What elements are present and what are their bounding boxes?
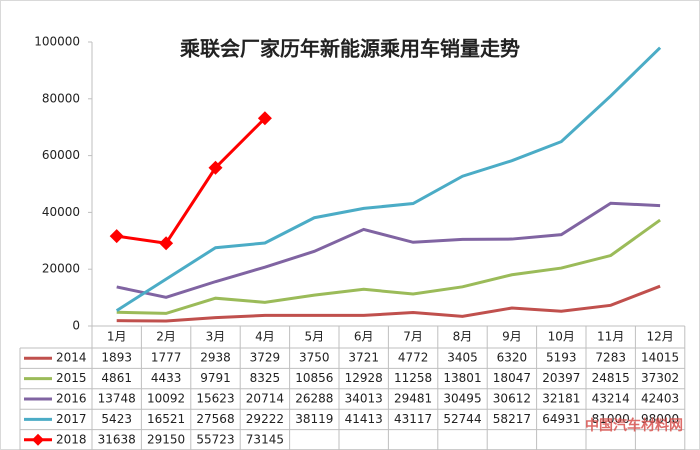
table-value: 3405 bbox=[447, 351, 478, 365]
table-value: 30495 bbox=[443, 392, 481, 406]
table-value: 16521 bbox=[147, 412, 185, 426]
legend-label: 2018 bbox=[56, 432, 87, 446]
table-value: 13801 bbox=[443, 371, 481, 385]
legend-marker bbox=[32, 433, 44, 446]
y-tick-label: 40000 bbox=[42, 205, 80, 219]
table-value: 52744 bbox=[443, 412, 481, 426]
legend-label: 2017 bbox=[56, 412, 87, 426]
y-tick-label: 100000 bbox=[34, 35, 80, 49]
series-line bbox=[116, 201, 661, 299]
table-value: 3729 bbox=[250, 351, 281, 365]
x-tick-label: 8月 bbox=[453, 330, 473, 344]
chart-title: 乘联会厂家历年新能源乘用车销量走势 bbox=[179, 37, 520, 61]
table-value: 20397 bbox=[542, 371, 580, 385]
y-tick-label: 0 bbox=[72, 319, 80, 333]
table-value: 10856 bbox=[295, 371, 333, 385]
y-tick-label: 20000 bbox=[42, 262, 80, 276]
table-value: 1777 bbox=[151, 351, 182, 365]
table-value: 81000 bbox=[592, 412, 630, 426]
legend-label: 2015 bbox=[56, 371, 87, 385]
table-value: 11258 bbox=[394, 371, 432, 385]
table-value: 29222 bbox=[246, 412, 284, 426]
table-value: 4433 bbox=[151, 371, 182, 385]
watermark: 中国汽车材料网 bbox=[585, 417, 683, 434]
x-tick-label: 6月 bbox=[354, 330, 374, 344]
table-value: 5193 bbox=[546, 351, 577, 365]
y-tick-label: 60000 bbox=[42, 148, 80, 162]
table-value: 24815 bbox=[592, 371, 630, 385]
legend-label: 2014 bbox=[56, 351, 87, 365]
table-value: 43117 bbox=[394, 412, 432, 426]
table-value: 5423 bbox=[101, 412, 132, 426]
table-value: 18047 bbox=[493, 371, 531, 385]
marker bbox=[257, 111, 272, 126]
table-value: 43214 bbox=[592, 392, 630, 406]
table-value: 3750 bbox=[299, 351, 330, 365]
x-tick-label: 1月 bbox=[107, 330, 127, 344]
table-value: 73145 bbox=[246, 432, 284, 446]
table-value: 15623 bbox=[196, 392, 234, 406]
table-value: 42403 bbox=[641, 392, 679, 406]
table-value: 20714 bbox=[246, 392, 284, 406]
table-value: 55723 bbox=[196, 432, 234, 446]
x-tick-label: 9月 bbox=[502, 330, 522, 344]
x-tick-label: 3月 bbox=[206, 330, 226, 344]
legend-label: 2016 bbox=[56, 392, 87, 406]
table-value: 14015 bbox=[641, 351, 679, 365]
table-value: 3721 bbox=[348, 351, 379, 365]
table-value: 37302 bbox=[641, 371, 679, 385]
table-value: 38119 bbox=[295, 412, 333, 426]
series-line bbox=[116, 284, 661, 323]
x-tick-label: 4月 bbox=[255, 330, 275, 344]
marker bbox=[109, 229, 124, 244]
table-value: 8325 bbox=[250, 371, 281, 385]
table-value: 30612 bbox=[493, 392, 531, 406]
series-line bbox=[115, 46, 662, 312]
table-value: 13748 bbox=[98, 392, 136, 406]
marker bbox=[159, 236, 174, 251]
table-value: 9791 bbox=[200, 371, 231, 385]
table-value: 12928 bbox=[345, 371, 383, 385]
table-value: 29481 bbox=[394, 392, 432, 406]
table-value: 34013 bbox=[345, 392, 383, 406]
series-line bbox=[116, 117, 266, 245]
table-value: 10092 bbox=[147, 392, 185, 406]
table-value: 2938 bbox=[200, 351, 231, 365]
x-tick-label: 5月 bbox=[304, 330, 324, 344]
table-value: 4772 bbox=[398, 351, 429, 365]
table-value: 32181 bbox=[542, 392, 580, 406]
table-value: 29150 bbox=[147, 432, 185, 446]
x-tick-label: 7月 bbox=[403, 330, 423, 344]
table-value: 6320 bbox=[497, 351, 528, 365]
table-value: 27568 bbox=[196, 412, 234, 426]
x-tick-label: 11月 bbox=[597, 330, 624, 344]
marker bbox=[208, 160, 223, 175]
table-value: 98000 bbox=[641, 412, 679, 426]
table-value: 4861 bbox=[101, 371, 132, 385]
table-value: 41413 bbox=[345, 412, 383, 426]
table-value: 31638 bbox=[98, 432, 136, 446]
table-value: 7283 bbox=[595, 351, 626, 365]
y-tick-label: 80000 bbox=[42, 91, 80, 105]
table-value: 26288 bbox=[295, 392, 333, 406]
series-line bbox=[116, 218, 661, 315]
x-tick-label: 2月 bbox=[156, 330, 176, 344]
table-value: 58217 bbox=[493, 412, 531, 426]
table-value: 1893 bbox=[101, 351, 132, 365]
x-tick-label: 12月 bbox=[646, 330, 673, 344]
x-tick-label: 10月 bbox=[548, 330, 575, 344]
table-value: 64931 bbox=[542, 412, 580, 426]
